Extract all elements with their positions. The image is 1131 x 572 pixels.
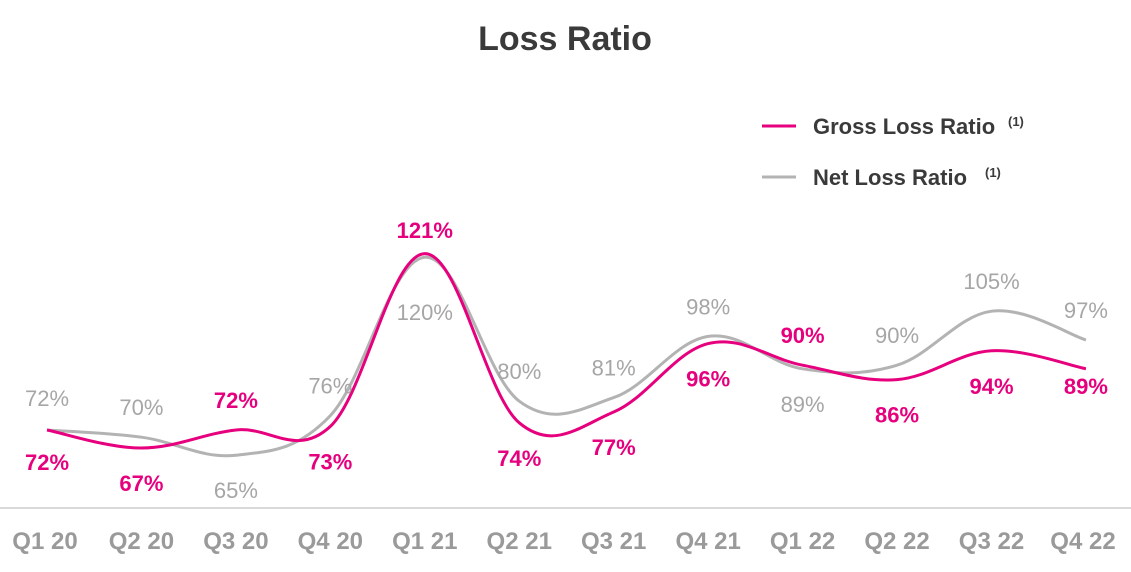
x-tick-label: Q2 20 — [109, 528, 174, 555]
net-data-label: 97% — [1064, 298, 1108, 323]
gross-data-label: 72% — [25, 450, 69, 475]
legend-label-net: Net Loss Ratio — [813, 165, 967, 190]
x-tick-label: Q2 22 — [864, 528, 929, 555]
gross-data-label: 77% — [592, 435, 636, 460]
net-data-label: 76% — [308, 374, 352, 399]
data-labels: 72% 72% 70% 67% 65% 72% 76% 73% 120% 121% 80% 74% 81… — [25, 218, 1108, 503]
gross-loss-ratio-line — [46, 252, 1087, 450]
x-tick-label: Q2 21 — [487, 528, 552, 555]
x-tick-label: Q1 21 — [392, 528, 457, 555]
x-tick-label: Q3 20 — [203, 528, 268, 555]
series-layer — [46, 252, 1087, 458]
gross-data-label: 86% — [875, 403, 919, 428]
legend: Gross Loss Ratio (1) Net Loss Ratio (1) — [762, 114, 1024, 190]
x-tick-label: Q4 21 — [675, 528, 740, 555]
net-data-label: 70% — [119, 395, 163, 420]
net-data-label: 65% — [214, 478, 258, 503]
gross-data-label: 67% — [119, 471, 163, 496]
net-loss-ratio-line — [46, 255, 1087, 458]
net-data-label: 90% — [875, 323, 919, 348]
x-tick-label: Q4 22 — [1050, 528, 1115, 555]
x-tick-label: Q1 20 — [12, 528, 77, 555]
x-tick-label: Q4 20 — [298, 528, 363, 555]
x-axis-ticks: Q1 20 Q2 20 Q3 20 Q4 20 Q1 21 Q2 21 Q3 21 Q4 21… — [12, 528, 1115, 555]
net-data-label: 72% — [25, 386, 69, 411]
net-data-label: 98% — [686, 294, 730, 319]
net-data-label: 120% — [397, 300, 453, 325]
legend-footnote-net: (1) — [985, 165, 1001, 180]
x-tick-label: Q3 21 — [581, 528, 646, 555]
net-data-label: 80% — [497, 359, 541, 384]
legend-label-gross-text: Gross Loss Ratio — [813, 114, 995, 139]
gross-data-label: 74% — [497, 446, 541, 471]
chart-title: Loss Ratio — [478, 20, 652, 58]
net-data-label: 81% — [592, 356, 636, 381]
gross-data-label: 94% — [969, 374, 1013, 399]
legend-footnote-gross: (1) — [1008, 114, 1024, 129]
legend-label-gross: Gross Loss Ratio — [813, 114, 995, 139]
x-tick-label: Q3 22 — [959, 528, 1024, 555]
gross-data-label: 72% — [214, 388, 258, 413]
gross-data-label: 90% — [781, 323, 825, 348]
gross-data-label: 73% — [308, 449, 352, 474]
x-tick-label: Q1 22 — [770, 528, 835, 555]
gross-data-label: 121% — [397, 218, 453, 243]
legend-label-net-text: Net Loss Ratio — [813, 165, 967, 190]
net-data-label: 105% — [963, 269, 1019, 294]
gross-data-label: 96% — [686, 367, 730, 392]
gross-data-label: 89% — [1064, 374, 1108, 399]
net-data-label: 89% — [781, 392, 825, 417]
